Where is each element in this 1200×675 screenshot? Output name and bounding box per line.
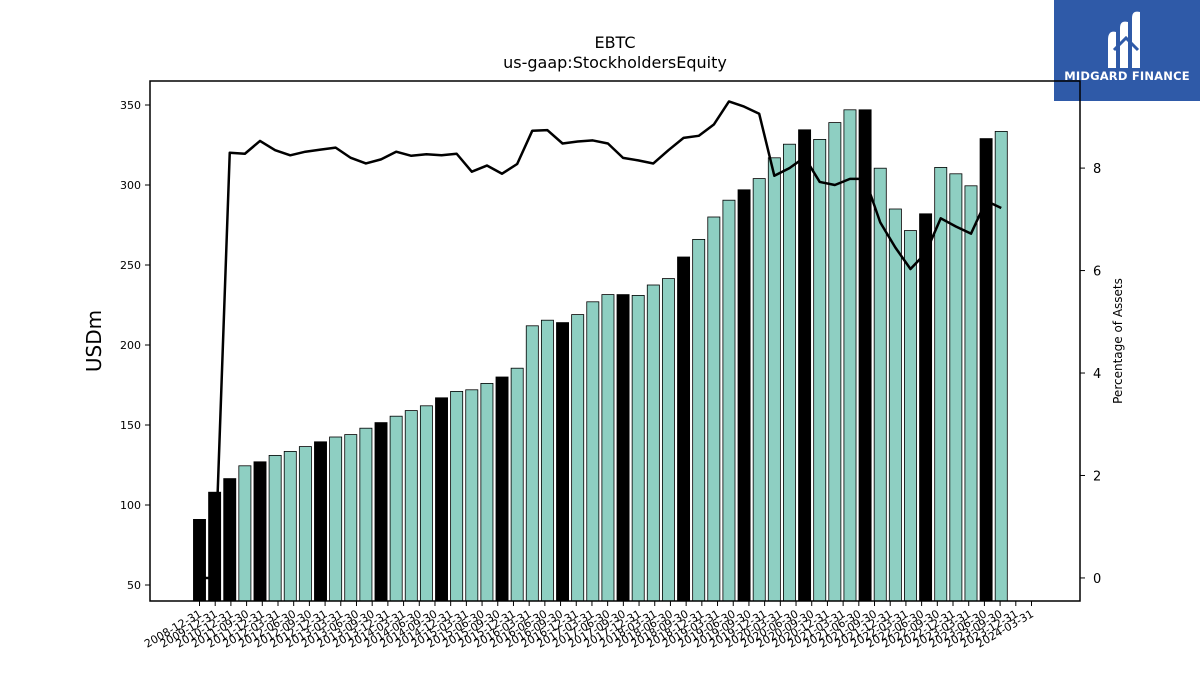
bar [298,446,312,602]
bar [450,390,464,602]
bar [722,199,736,602]
bar [465,389,479,602]
bar [556,322,570,602]
bar [767,157,781,602]
midgard-logo-mark-icon [1108,11,1140,69]
bar [707,216,721,602]
bar [949,173,963,602]
bar [904,230,917,602]
bar [737,189,751,602]
bar [888,208,902,602]
bar [798,129,812,602]
bar [934,166,948,602]
bar [389,415,403,602]
y-tick-label: 200 [120,339,141,352]
bar [677,256,691,602]
bar [435,397,448,602]
series-line-percentage-of-assets [199,100,1002,580]
bar [404,410,418,602]
bar [283,450,297,602]
bar [646,284,660,602]
bar [783,143,796,602]
bar [813,138,827,602]
y2-axis-label: Percentage of Assets [1111,278,1125,404]
bar [268,454,282,602]
bar [843,109,857,602]
y-tick-label: 250 [120,259,141,272]
y-axis-label: USDm [82,310,106,372]
y2-tick-label: 6 [1093,265,1101,280]
bar [419,405,433,602]
bar [329,436,343,602]
chart-title: EBTC [594,33,635,52]
bar [919,213,933,602]
bar [661,278,675,602]
y-tick-label: 50 [127,579,141,592]
bar [314,441,327,602]
bar [495,376,509,602]
bar [994,130,1008,602]
bar [873,167,887,602]
bar [253,461,267,602]
bar [374,422,388,602]
y2-tick-label: 0 [1093,572,1101,587]
bar [752,178,766,602]
bar [828,122,842,602]
bar [964,185,978,602]
bar [193,519,206,602]
bar [238,465,252,602]
y-tick-label: 100 [120,499,141,512]
bar [601,294,615,602]
bar [586,301,600,602]
brand-name: MIDGARD FINANCE [1064,69,1190,83]
bar [480,382,494,602]
y2-tick-label: 4 [1093,367,1101,382]
y-tick-label: 350 [120,99,141,112]
bar [525,325,539,602]
bar [631,294,645,602]
bar [510,367,524,602]
bar [540,319,554,602]
y2-tick-label: 2 [1093,469,1101,484]
y2-tick-label: 8 [1093,162,1101,177]
bar [223,478,237,602]
brand-logo: MIDGARD FINANCE [1054,0,1200,101]
y-tick-label: 300 [120,179,141,192]
bar [858,109,872,602]
y-tick-label: 150 [120,419,141,432]
chart-subtitle: us-gaap:StockholdersEquity [503,53,727,72]
bar [359,427,373,602]
bar [616,294,630,602]
plot-area: 50100150200250300350024682008-12-312009-… [120,80,1101,651]
plot-frame [149,80,1081,602]
bar [344,434,358,602]
bar [571,314,585,602]
bar [692,238,706,602]
